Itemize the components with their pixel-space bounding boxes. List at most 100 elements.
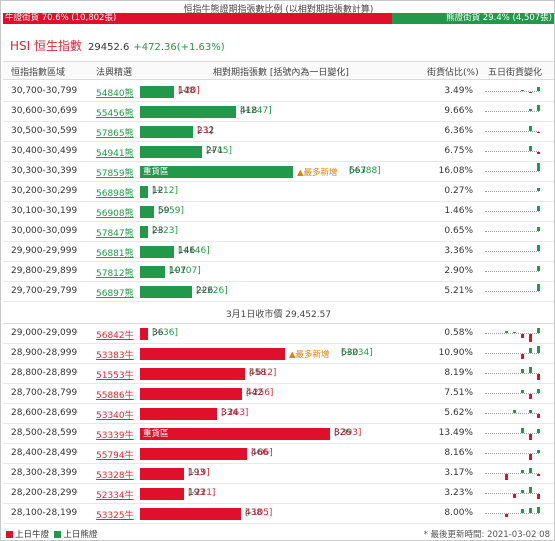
- five-day-sparkline: [485, 222, 540, 242]
- warrant-code-link[interactable]: 56908熊: [96, 209, 134, 219]
- sparkline-bar: [529, 410, 532, 413]
- most-added-tag: ▲最多新增: [289, 350, 330, 360]
- table-row: 28,900-28,999 53383牛 ▲最多新增 630 [+234] 10.90%: [3, 344, 554, 364]
- contracts-bar: 重貨區: [140, 428, 330, 440]
- sparkline-baseline: [485, 271, 539, 272]
- five-day-sparkline: [485, 404, 540, 424]
- header-pct: 街貨佔比(%): [427, 68, 479, 78]
- sparkline-bar: [529, 126, 532, 131]
- warrant-code-link[interactable]: 56881熊: [96, 249, 134, 259]
- warrant-code-link[interactable]: 57847熊: [96, 229, 134, 239]
- header-contracts: 相對期指張數 [括號內為一日變化]: [213, 68, 349, 78]
- warrant-code-link[interactable]: 57865熊: [96, 129, 134, 139]
- contracts-bar: [140, 508, 241, 520]
- warrant-code-link[interactable]: 53325牛: [96, 511, 134, 521]
- contracts-bar: [140, 388, 242, 400]
- sparkline-bar: [537, 163, 540, 171]
- share-percent: 8.19%: [444, 368, 473, 378]
- sparkline-baseline: [485, 191, 539, 192]
- sparkline-baseline: [485, 433, 539, 434]
- index-value: 29452.6: [88, 42, 130, 53]
- share-percent: 3.49%: [444, 86, 473, 96]
- sparkline-baseline: [485, 473, 539, 474]
- table-row: 28,200-28,299 52334牛 193 [-221] 3.23%: [3, 484, 554, 504]
- index-change: +472.36(+1.63%): [133, 42, 225, 53]
- daily-change: [-86]: [251, 448, 273, 458]
- contracts-count: 418: [240, 106, 258, 116]
- sparkline-bar: [537, 414, 540, 418]
- warrant-code-link[interactable]: 53339牛: [96, 431, 134, 441]
- table-row: 28,600-28,699 53340牛 334 [-263] 5.62%: [3, 404, 554, 424]
- warrant-code-link[interactable]: 51553牛: [96, 371, 134, 381]
- warrant-code-link[interactable]: 54941熊: [96, 149, 134, 159]
- sparkline-bar: [521, 509, 524, 513]
- warrant-code-link[interactable]: 53328牛: [96, 471, 134, 481]
- contracts-count: 226: [196, 286, 214, 296]
- table-row: 29,700-29,799 56897熊 226 [+226] 5.21%: [3, 282, 554, 302]
- contracts-bar: [140, 246, 174, 258]
- warrant-code-link[interactable]: 53340牛: [96, 411, 134, 421]
- range-cell: 30,500-30,599: [11, 126, 78, 136]
- five-day-sparkline: [485, 464, 540, 484]
- sparkline-bar: [521, 369, 524, 373]
- daily-change: [-393]: [334, 428, 362, 438]
- sparkline-bar: [521, 334, 524, 338]
- range-cell: 28,800-28,899: [11, 368, 78, 378]
- contracts-bar: [140, 86, 174, 98]
- contracts-bar: [140, 448, 247, 460]
- contracts-count: 146: [178, 246, 196, 256]
- range-cell: 30,600-30,699: [11, 106, 78, 116]
- warrant-code-link[interactable]: 56898熊: [96, 189, 134, 199]
- table-row: 28,300-28,399 53328牛 193 [-19] 3.17%: [3, 464, 554, 484]
- warrant-code-link[interactable]: 53383牛: [96, 351, 134, 361]
- table-row: 29,900-29,999 56881熊 146 [+146] 3.36%: [3, 242, 554, 262]
- daily-change: [-19]: [188, 468, 210, 478]
- warrant-code-link[interactable]: 56842牛: [96, 331, 134, 341]
- sparkline-baseline: [485, 333, 539, 334]
- contracts-count: 458: [249, 368, 267, 378]
- range-cell: 28,500-28,599: [11, 428, 78, 438]
- contracts-bar: [140, 266, 165, 278]
- warrant-code-link[interactable]: 54840熊: [96, 89, 134, 99]
- warrant-code-link[interactable]: 57859熊: [96, 169, 134, 179]
- contracts-count: 12: [152, 186, 164, 196]
- warrant-code-link[interactable]: 55794牛: [96, 451, 134, 461]
- contracts-count: 59: [158, 206, 170, 216]
- sparkline-baseline: [485, 251, 539, 252]
- five-day-sparkline: [485, 424, 540, 444]
- warrant-code-link[interactable]: 52334牛: [96, 491, 134, 501]
- contracts-bar: [140, 186, 148, 198]
- daily-change: [+388]: [349, 166, 381, 176]
- daily-change: [+107]: [169, 266, 201, 276]
- contracts-count: 630: [341, 348, 359, 358]
- sparkline-bar: [521, 90, 524, 91]
- daily-change: [+247]: [240, 106, 272, 116]
- five-day-sparkline: [485, 324, 540, 344]
- sparkline-bar: [505, 331, 508, 333]
- daily-change: [-105]: [245, 508, 273, 518]
- contracts-bar: 重貨區: [140, 166, 293, 178]
- sparkline-bar: [537, 206, 540, 211]
- range-cell: 30,100-30,199: [11, 206, 78, 216]
- warrant-code-link[interactable]: 55456熊: [96, 109, 134, 119]
- sparkline-bar: [537, 429, 540, 433]
- share-percent: 5.62%: [444, 408, 473, 418]
- last-updated: * 最後更新時間: 2021-03-02 08: [423, 530, 550, 540]
- range-cell: 30,000-30,099: [11, 226, 78, 236]
- five-day-sparkline: [485, 102, 540, 122]
- warrant-code-link[interactable]: 57812熊: [96, 269, 134, 279]
- ratio-title: 恒指牛熊證期指張數比例 (以相對期指張數計算): [183, 5, 374, 15]
- contracts-count: 667: [349, 166, 367, 176]
- sparkline-bar: [505, 474, 508, 480]
- contracts-count: 466: [251, 448, 269, 458]
- sparkline-bar: [529, 454, 532, 460]
- five-day-sparkline: [485, 282, 540, 302]
- range-cell: 28,700-28,799: [11, 388, 78, 398]
- warrant-code-link[interactable]: 55886牛: [96, 391, 134, 401]
- warrant-code-link[interactable]: 56897熊: [96, 289, 134, 299]
- red-square-icon: [6, 531, 13, 538]
- contracts-count: 23: [152, 226, 164, 236]
- table-header: 恒指指數區域 法興精選 相對期指張數 [括號內為一日變化] 街貨佔比(%) 五日…: [3, 61, 554, 80]
- sparkline-bar: [529, 508, 532, 513]
- daily-change: [+234]: [341, 348, 373, 358]
